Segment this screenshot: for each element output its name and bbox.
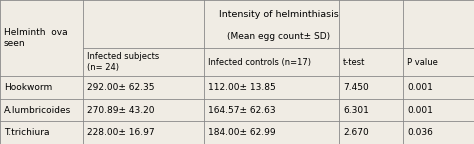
Text: t-test: t-test <box>343 58 365 67</box>
Text: 292.00± 62.35: 292.00± 62.35 <box>87 83 155 92</box>
Text: T.trichiura: T.trichiura <box>4 128 50 137</box>
Text: 228.00± 16.97: 228.00± 16.97 <box>87 128 155 137</box>
Text: 2.670: 2.670 <box>343 128 369 137</box>
Text: Helminth  ova
seen: Helminth ova seen <box>4 29 67 48</box>
Text: 184.00± 62.99: 184.00± 62.99 <box>208 128 276 137</box>
Text: 6.301: 6.301 <box>343 106 369 115</box>
Text: A.lumbricoides: A.lumbricoides <box>4 106 72 115</box>
Text: 164.57± 62.63: 164.57± 62.63 <box>208 106 276 115</box>
Text: 0.001: 0.001 <box>407 83 433 92</box>
Text: 0.001: 0.001 <box>407 106 433 115</box>
Text: 0.036: 0.036 <box>407 128 433 137</box>
Text: P value: P value <box>407 58 438 67</box>
Text: Infected subjects
(n= 24): Infected subjects (n= 24) <box>87 52 159 72</box>
Text: 7.450: 7.450 <box>343 83 369 92</box>
Text: (Mean egg count± SD): (Mean egg count± SD) <box>227 32 330 41</box>
Text: Hookworm: Hookworm <box>4 83 53 92</box>
Text: 112.00± 13.85: 112.00± 13.85 <box>208 83 276 92</box>
Text: Intensity of helminthiasis: Intensity of helminthiasis <box>219 10 338 19</box>
Text: 270.89± 43.20: 270.89± 43.20 <box>87 106 155 115</box>
Text: Infected controls (n=17): Infected controls (n=17) <box>208 58 311 67</box>
